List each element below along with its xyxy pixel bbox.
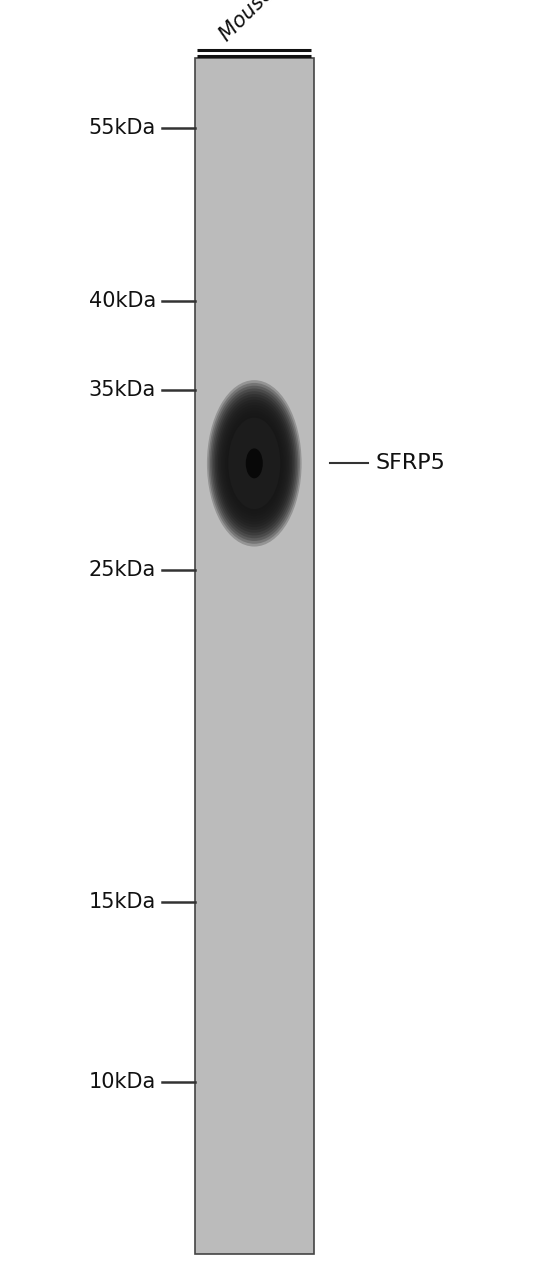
Ellipse shape [249,454,259,472]
Ellipse shape [235,430,273,497]
Text: 15kDa: 15kDa [89,892,156,913]
Ellipse shape [229,419,280,508]
Ellipse shape [226,413,282,513]
Ellipse shape [212,389,297,538]
Text: 55kDa: 55kDa [89,118,156,138]
Ellipse shape [223,408,286,518]
Ellipse shape [216,397,292,530]
Text: 35kDa: 35kDa [89,380,156,401]
Ellipse shape [241,440,267,486]
Ellipse shape [251,458,258,468]
Ellipse shape [215,394,294,532]
Ellipse shape [207,380,301,547]
Bar [195,58,314,1254]
Ellipse shape [232,425,276,502]
Ellipse shape [242,442,267,485]
Ellipse shape [246,449,262,477]
Text: 10kDa: 10kDa [89,1071,156,1092]
Text: 25kDa: 25kDa [89,559,156,580]
Text: 40kDa: 40kDa [89,291,156,311]
Ellipse shape [230,421,278,504]
Ellipse shape [253,461,256,466]
Ellipse shape [221,404,287,522]
Ellipse shape [210,385,299,541]
Ellipse shape [218,399,291,527]
Ellipse shape [234,429,274,498]
Ellipse shape [213,392,295,535]
Ellipse shape [237,433,272,494]
Ellipse shape [245,447,263,480]
Ellipse shape [248,452,261,475]
Text: SFRP5: SFRP5 [376,453,446,474]
Ellipse shape [239,435,270,492]
Ellipse shape [220,402,289,525]
Ellipse shape [225,411,284,516]
Text: Mouse pancreas: Mouse pancreas [216,0,351,45]
Ellipse shape [208,383,300,544]
Ellipse shape [234,428,275,499]
Ellipse shape [228,417,280,509]
Ellipse shape [227,416,281,511]
Ellipse shape [240,438,268,488]
Ellipse shape [243,444,265,483]
Ellipse shape [246,448,263,479]
